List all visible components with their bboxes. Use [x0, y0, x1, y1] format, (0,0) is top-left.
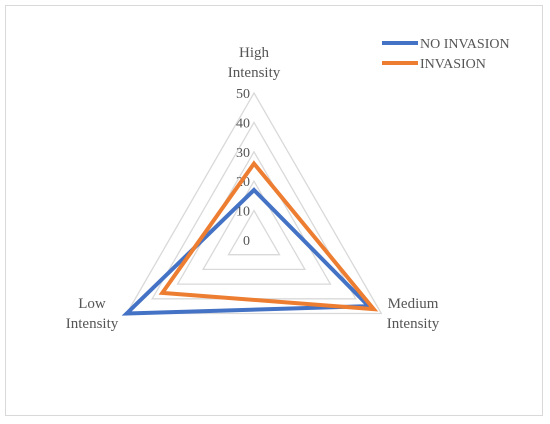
category-label: Medium Intensity [387, 296, 440, 332]
series-line-1 [158, 160, 379, 312]
radial-tick-label: 0 [243, 234, 250, 249]
legend-label: NO INVASION [420, 37, 510, 52]
series-layer [121, 160, 379, 316]
radial-tick-label: 50 [236, 87, 250, 102]
grid-ring [227, 209, 281, 256]
grid-ring [201, 179, 307, 271]
radial-tick-label: 10 [236, 205, 250, 220]
legend: NO INVASION INVASION [382, 37, 510, 72]
radial-tick-label: 40 [236, 116, 250, 131]
category-labels: High Intensity Medium Intensity Low Intensity [66, 45, 440, 332]
radial-tick-label: 30 [236, 146, 250, 161]
legend-label: INVASION [420, 57, 486, 72]
grid-ring [176, 150, 332, 285]
grid-ring [125, 91, 383, 315]
category-label: Low Intensity [66, 296, 119, 332]
category-label: High Intensity [228, 45, 281, 81]
